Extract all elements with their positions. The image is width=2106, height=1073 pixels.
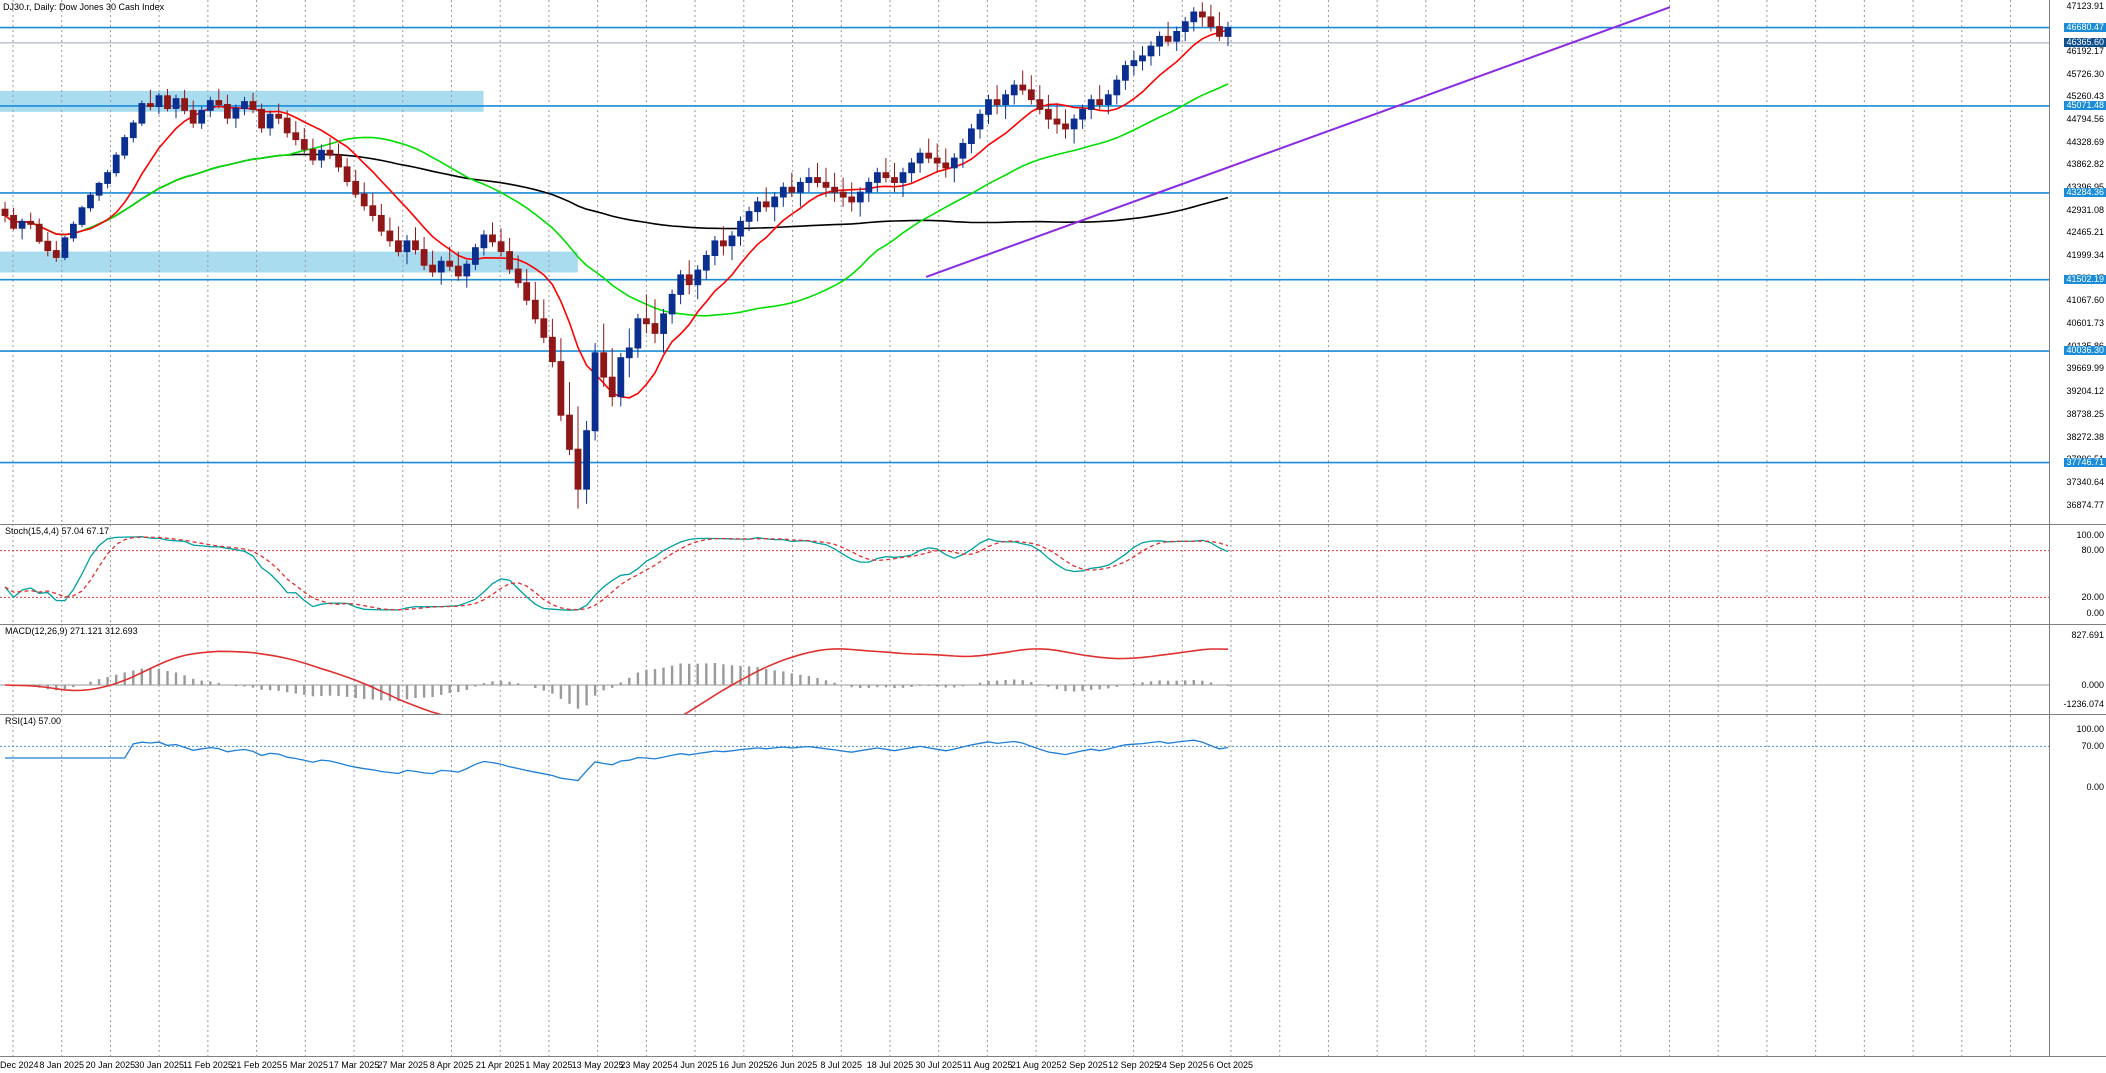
price-axis-tick: 45260.43 <box>2066 91 2104 102</box>
macd-plot-area[interactable] <box>0 625 2106 714</box>
price-axis-tick: 37340.64 <box>2066 476 2104 487</box>
time-axis-tick: 26 Dec 2024 <box>0 1060 39 1070</box>
time-axis-tick: 13 May 2025 <box>571 1060 624 1070</box>
price-axis-level-41502.19[interactable]: 41502.19 <box>2064 273 2106 284</box>
time-axis-tick: 6 Oct 2025 <box>1208 1060 1254 1070</box>
rsi-axis-tick: 0.00 <box>2086 781 2104 792</box>
price-axis-tick: 44328.69 <box>2066 136 2104 147</box>
rsi-svg <box>0 715 2049 1056</box>
price-axis-level-45071.48[interactable]: 45071.48 <box>2064 99 2106 110</box>
time-axis-tick: 18 Jul 2025 <box>866 1060 914 1070</box>
stochastic-axis-tick: 0.00 <box>2086 607 2104 618</box>
price-axis-tick: 42465.21 <box>2066 227 2104 238</box>
price-axis-tick: 47123.91 <box>2066 0 2104 11</box>
price-axis-tick: 38272.38 <box>2066 431 2104 442</box>
rsi-plot-area[interactable] <box>0 715 2106 1056</box>
price-axis-tick: 41067.60 <box>2066 295 2104 306</box>
time-axis-tick: 21 Aug 2025 <box>1010 1060 1062 1070</box>
price-axis-tick: 40135.86 <box>2066 341 2104 351</box>
time-axis-tick: 21 Feb 2025 <box>231 1060 282 1070</box>
time-axis-tick: 4 Jun 2025 <box>672 1060 718 1070</box>
time-axis-tick: 12 Sep 2025 <box>1108 1060 1160 1070</box>
stochastic-axis-tick: 20.00 <box>2081 591 2104 602</box>
stochastic-axis-tick: 100.00 <box>2076 529 2104 540</box>
macd-axis-tick: 0.000 <box>2081 679 2104 690</box>
time-axis-tick: 21 Apr 2025 <box>475 1060 525 1070</box>
macd-axis-tick: -1236.074 <box>2063 698 2104 709</box>
time-axis-tick: 8 Apr 2025 <box>429 1060 474 1070</box>
price-axis-level-37746.71[interactable]: 37746.71 <box>2064 456 2106 467</box>
time-axis-tick: 30 Jul 2025 <box>915 1060 962 1070</box>
time-axis-tick: 27 Mar 2025 <box>377 1060 429 1070</box>
price-axis-level-43284.36[interactable]: 43284.36 <box>2064 186 2106 197</box>
price-chart-svg <box>0 0 2049 524</box>
time-axis-tick: 16 Jun 2025 <box>719 1060 769 1070</box>
price-axis-tick: 45726.30 <box>2066 68 2104 79</box>
chart-title: DJ30.r, Daily: Dow Jones 30 Cash Index <box>3 2 165 12</box>
rsi-label: RSI(14) 57.00 <box>3 716 64 726</box>
rsi-axis-tick: 70.00 <box>2081 740 2104 751</box>
time-axis-tick: 8 Jan 2025 <box>39 1060 84 1070</box>
time-axis-tick: 24 Sep 2025 <box>1156 1060 1208 1070</box>
time-axis-tick: 20 Jan 2025 <box>85 1060 136 1070</box>
time-axis-tick: 26 Jun 2025 <box>767 1060 818 1070</box>
price-axis-level-46365.60[interactable]: 46365.60 <box>2064 36 2106 47</box>
macd-axis: 827.691 0.000 -1236.074 <box>2049 625 2106 714</box>
stochastic-axis-tick: 80.00 <box>2081 545 2104 556</box>
macd-svg <box>0 625 2049 714</box>
time-axis-tick: 11 Feb 2025 <box>182 1060 233 1070</box>
time-axis-tick: 17 Mar 2025 <box>328 1060 380 1070</box>
macd-pane[interactable]: MACD(12,26,9) 271.121 312.693 827.691 0.0… <box>0 624 2106 714</box>
stochastic-pane[interactable]: Stoch(15,4,4) 57.04 67.17 100.00 80.00 20.… <box>0 524 2106 624</box>
time-axis-tick: 2 Sep 2025 <box>1061 1060 1108 1070</box>
price-axis-tick: 40601.73 <box>2066 318 2104 328</box>
price-plot-area[interactable] <box>0 0 2106 524</box>
price-axis-tick: 38738.25 <box>2066 408 2104 419</box>
rsi-axis: 100.00 70.00 0.00 <box>2049 715 2106 1056</box>
stochastic-axis: 100.00 80.00 20.00 0.00 <box>2049 525 2106 624</box>
rsi-axis-tick: 100.00 <box>2076 723 2104 734</box>
price-axis[interactable]: 47123.91 46192.17 45726.30 45260.43 44794.56… <box>2049 0 2106 524</box>
time-axis-tick: 11 Aug 2025 <box>962 1060 1013 1070</box>
rsi-pane[interactable]: RSI(14) 57.00 100.00 70.00 0.00 <box>0 714 2106 1056</box>
stochastic-label: Stoch(15,4,4) 57.04 67.17 <box>3 526 112 536</box>
macd-label: MACD(12,26,9) 271.121 312.693 <box>3 626 140 636</box>
price-axis-level-46680.47[interactable]: 46680.47 <box>2064 21 2106 32</box>
macd-axis-tick: 827.691 <box>2071 629 2104 640</box>
price-axis-tick: 36874.77 <box>2066 499 2104 510</box>
time-axis-tick: 30 Jan 2025 <box>134 1060 184 1070</box>
time-axis-tick: 23 May 2025 <box>620 1060 673 1070</box>
price-axis-tick: 46192.17 <box>2066 45 2104 56</box>
time-axis-tick: 1 May 2025 <box>525 1060 573 1070</box>
stochastic-svg <box>0 525 2049 624</box>
stochastic-plot-area[interactable] <box>0 525 2106 624</box>
price-axis-tick: 39669.99 <box>2066 363 2104 374</box>
price-axis-tick: 43862.82 <box>2066 159 2104 170</box>
price-axis-tick: 42931.08 <box>2066 204 2104 215</box>
time-axis-tick: 8 Jul 2025 <box>820 1060 862 1070</box>
price-axis-level-40036.30[interactable]: 40036.30 <box>2064 345 2106 356</box>
price-pane[interactable]: DJ30.r, Daily: Dow Jones 30 Cash Index 4… <box>0 0 2106 524</box>
price-axis-tick: 39204.12 <box>2066 386 2104 397</box>
price-axis-tick: 43396.95 <box>2066 183 2104 192</box>
price-axis-tick: 41999.34 <box>2066 250 2104 260</box>
time-axis-tick: 5 Mar 2025 <box>282 1060 329 1070</box>
price-axis-tick: 44794.56 <box>2066 113 2104 124</box>
